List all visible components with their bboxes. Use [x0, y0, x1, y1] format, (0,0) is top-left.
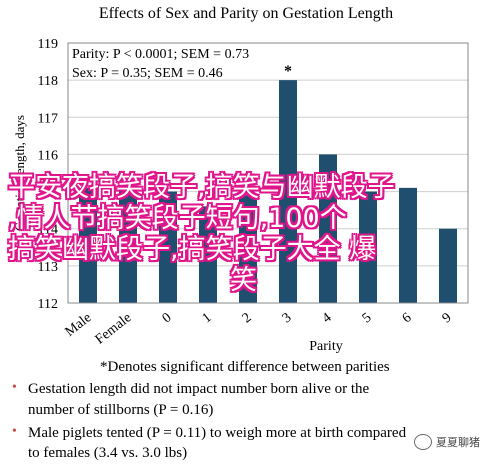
x-axis-label: Parity	[309, 339, 342, 354]
annotations: *	[284, 63, 292, 80]
bar	[79, 187, 97, 303]
bars	[79, 80, 457, 304]
y-ticks: 112 113 114 115 116 117 118 119	[38, 37, 58, 312]
chart: Effects of Sex and Parity on Gestation L…	[12, 5, 469, 354]
bar	[439, 228, 457, 303]
bar	[279, 80, 297, 304]
bullet2-line1: Male piglets tented (P = 0.11) to weigh …	[28, 425, 407, 441]
y-tick-label: 117	[38, 111, 58, 126]
bar	[119, 187, 137, 303]
y-tick-label: 114	[38, 223, 58, 238]
bar	[159, 191, 177, 303]
y-tick-label: 113	[38, 260, 58, 275]
plot-frame	[67, 42, 469, 304]
significance-marker: *	[284, 63, 292, 80]
bar	[399, 187, 417, 303]
overlay-line-1: 平安夜搞笑段子,搞笑与幽默段子	[8, 172, 395, 203]
y-tick-label: 116	[38, 148, 58, 163]
bullet-icon: •	[12, 424, 17, 439]
x-tick-label: 6	[400, 310, 415, 326]
bar	[199, 206, 217, 303]
x-tick-label: 1	[200, 310, 215, 326]
watermark: 夏夏聊猪	[414, 434, 480, 450]
x-tick-label: 4	[320, 310, 335, 326]
x-tick-label: 5	[360, 310, 375, 326]
bullet1-line2: number of stillborns (P = 0.16)	[28, 402, 214, 418]
y-tick-label: 112	[38, 297, 58, 312]
bullet2-line2: to females (3.4 vs. 3.0 lbs)	[28, 445, 188, 461]
x-tick-label: 2	[240, 310, 255, 326]
x-tick-label: Female	[93, 310, 135, 347]
overlay-line-2: ,情人节搞笑段子短句,100个	[8, 203, 347, 234]
chart-title: Effects of Sex and Parity on Gestation L…	[99, 5, 393, 22]
watermark-text: 夏夏聊猪	[436, 436, 480, 449]
bar	[359, 191, 377, 303]
x-tick-label: 9	[440, 310, 455, 326]
x-tick-label: Male	[63, 310, 95, 340]
y-tick-label: 115	[38, 186, 58, 201]
y-axis-label: Gestation length, days	[12, 115, 27, 231]
y-tick-label: 118	[38, 74, 58, 89]
stats-sex: Sex: P = 0.35; SEM = 0.46	[72, 66, 223, 81]
overlay-line-3: 搞笑幽默段子,搞笑段子大全 爆	[8, 234, 377, 265]
x-tick-label: 0	[160, 310, 175, 326]
bullet1-line1: Gestation length did not impact number b…	[28, 381, 370, 397]
wechat-icon	[414, 434, 432, 450]
x-tick-label: 3	[280, 310, 295, 326]
stats-parity: Parity: P < 0.0001; SEM = 0.73	[72, 47, 249, 62]
bar	[319, 154, 337, 303]
y-tick-label: 119	[38, 37, 58, 52]
bullet-icon: •	[12, 380, 17, 395]
bar	[239, 195, 257, 303]
overlay-line-4: 笑	[230, 265, 257, 296]
asterisk-note: *Denotes significant difference between …	[100, 359, 390, 375]
